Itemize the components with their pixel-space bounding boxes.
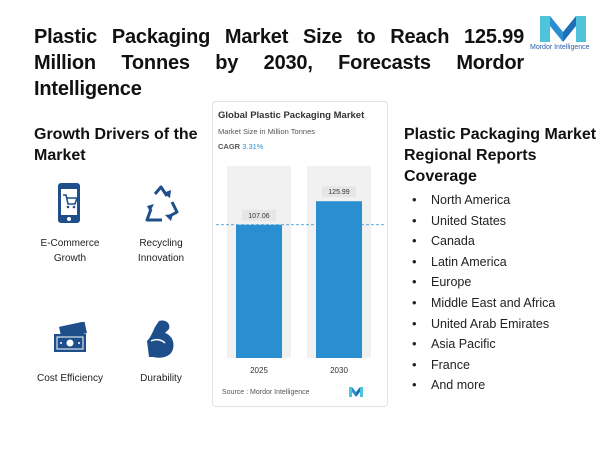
driver-label: Durability <box>140 373 182 384</box>
category-label: 2025 <box>250 366 268 375</box>
driver-recycling: Recycling Innovation <box>116 178 206 266</box>
region-item: France <box>412 355 555 376</box>
page-title: Plastic Packaging Market Size to Reach 1… <box>34 26 524 100</box>
driver-cost: Cost Efficiency <box>25 313 115 386</box>
smartphone-cart-icon <box>25 178 115 230</box>
region-item: Europe <box>412 272 555 293</box>
bar-2030 <box>316 201 362 358</box>
region-item: Canada <box>412 231 555 252</box>
cagr-label: CAGR <box>218 142 241 151</box>
regions-title: Plastic Packaging Market Regional Report… <box>404 126 597 185</box>
region-item: North America <box>412 190 555 211</box>
bar-chart: 107.06 2025 125.99 2030 <box>216 166 384 375</box>
region-item: Asia Pacific <box>412 334 555 355</box>
flexed-arm-icon <box>116 313 206 365</box>
driver-ecommerce: E-Commerce Growth <box>25 178 115 266</box>
mordor-logo <box>540 16 586 42</box>
mordor-small-logo <box>349 387 363 397</box>
value-label-box <box>242 209 276 221</box>
recycle-icon <box>116 178 206 230</box>
chart-source: Source : Mordor Intelligence <box>222 389 310 396</box>
drivers-title: Growth Drivers of the Market <box>34 126 198 164</box>
cash-icon <box>25 313 115 365</box>
value-label-box <box>322 186 356 198</box>
chart-title: Global Plastic Packaging Market <box>218 110 365 121</box>
driver-label: E-Commerce Growth <box>40 238 100 264</box>
value-label: 125.99 <box>328 189 350 196</box>
chart-cagr: CAGR 3.31% <box>218 142 263 151</box>
cagr-value: 3.31% <box>242 142 264 151</box>
region-item: And more <box>412 375 555 396</box>
driver-label: Recycling Innovation <box>137 238 185 264</box>
value-label: 107.06 <box>248 213 270 220</box>
logo-text: Mordor Intelligence <box>530 44 590 51</box>
region-item: Middle East and Africa <box>412 293 555 314</box>
regions-list: North AmericaUnited StatesCanadaLatin Am… <box>412 190 555 396</box>
driver-label: Cost Efficiency <box>37 373 103 384</box>
bar-2025 <box>236 224 282 358</box>
chart-subtitle: Market Size in Million Tonnes <box>218 127 315 136</box>
region-item: United States <box>412 211 555 232</box>
region-item: Latin America <box>412 252 555 273</box>
driver-durability: Durability <box>116 313 206 386</box>
region-item: United Arab Emirates <box>412 314 555 335</box>
category-label: 2030 <box>330 366 348 375</box>
